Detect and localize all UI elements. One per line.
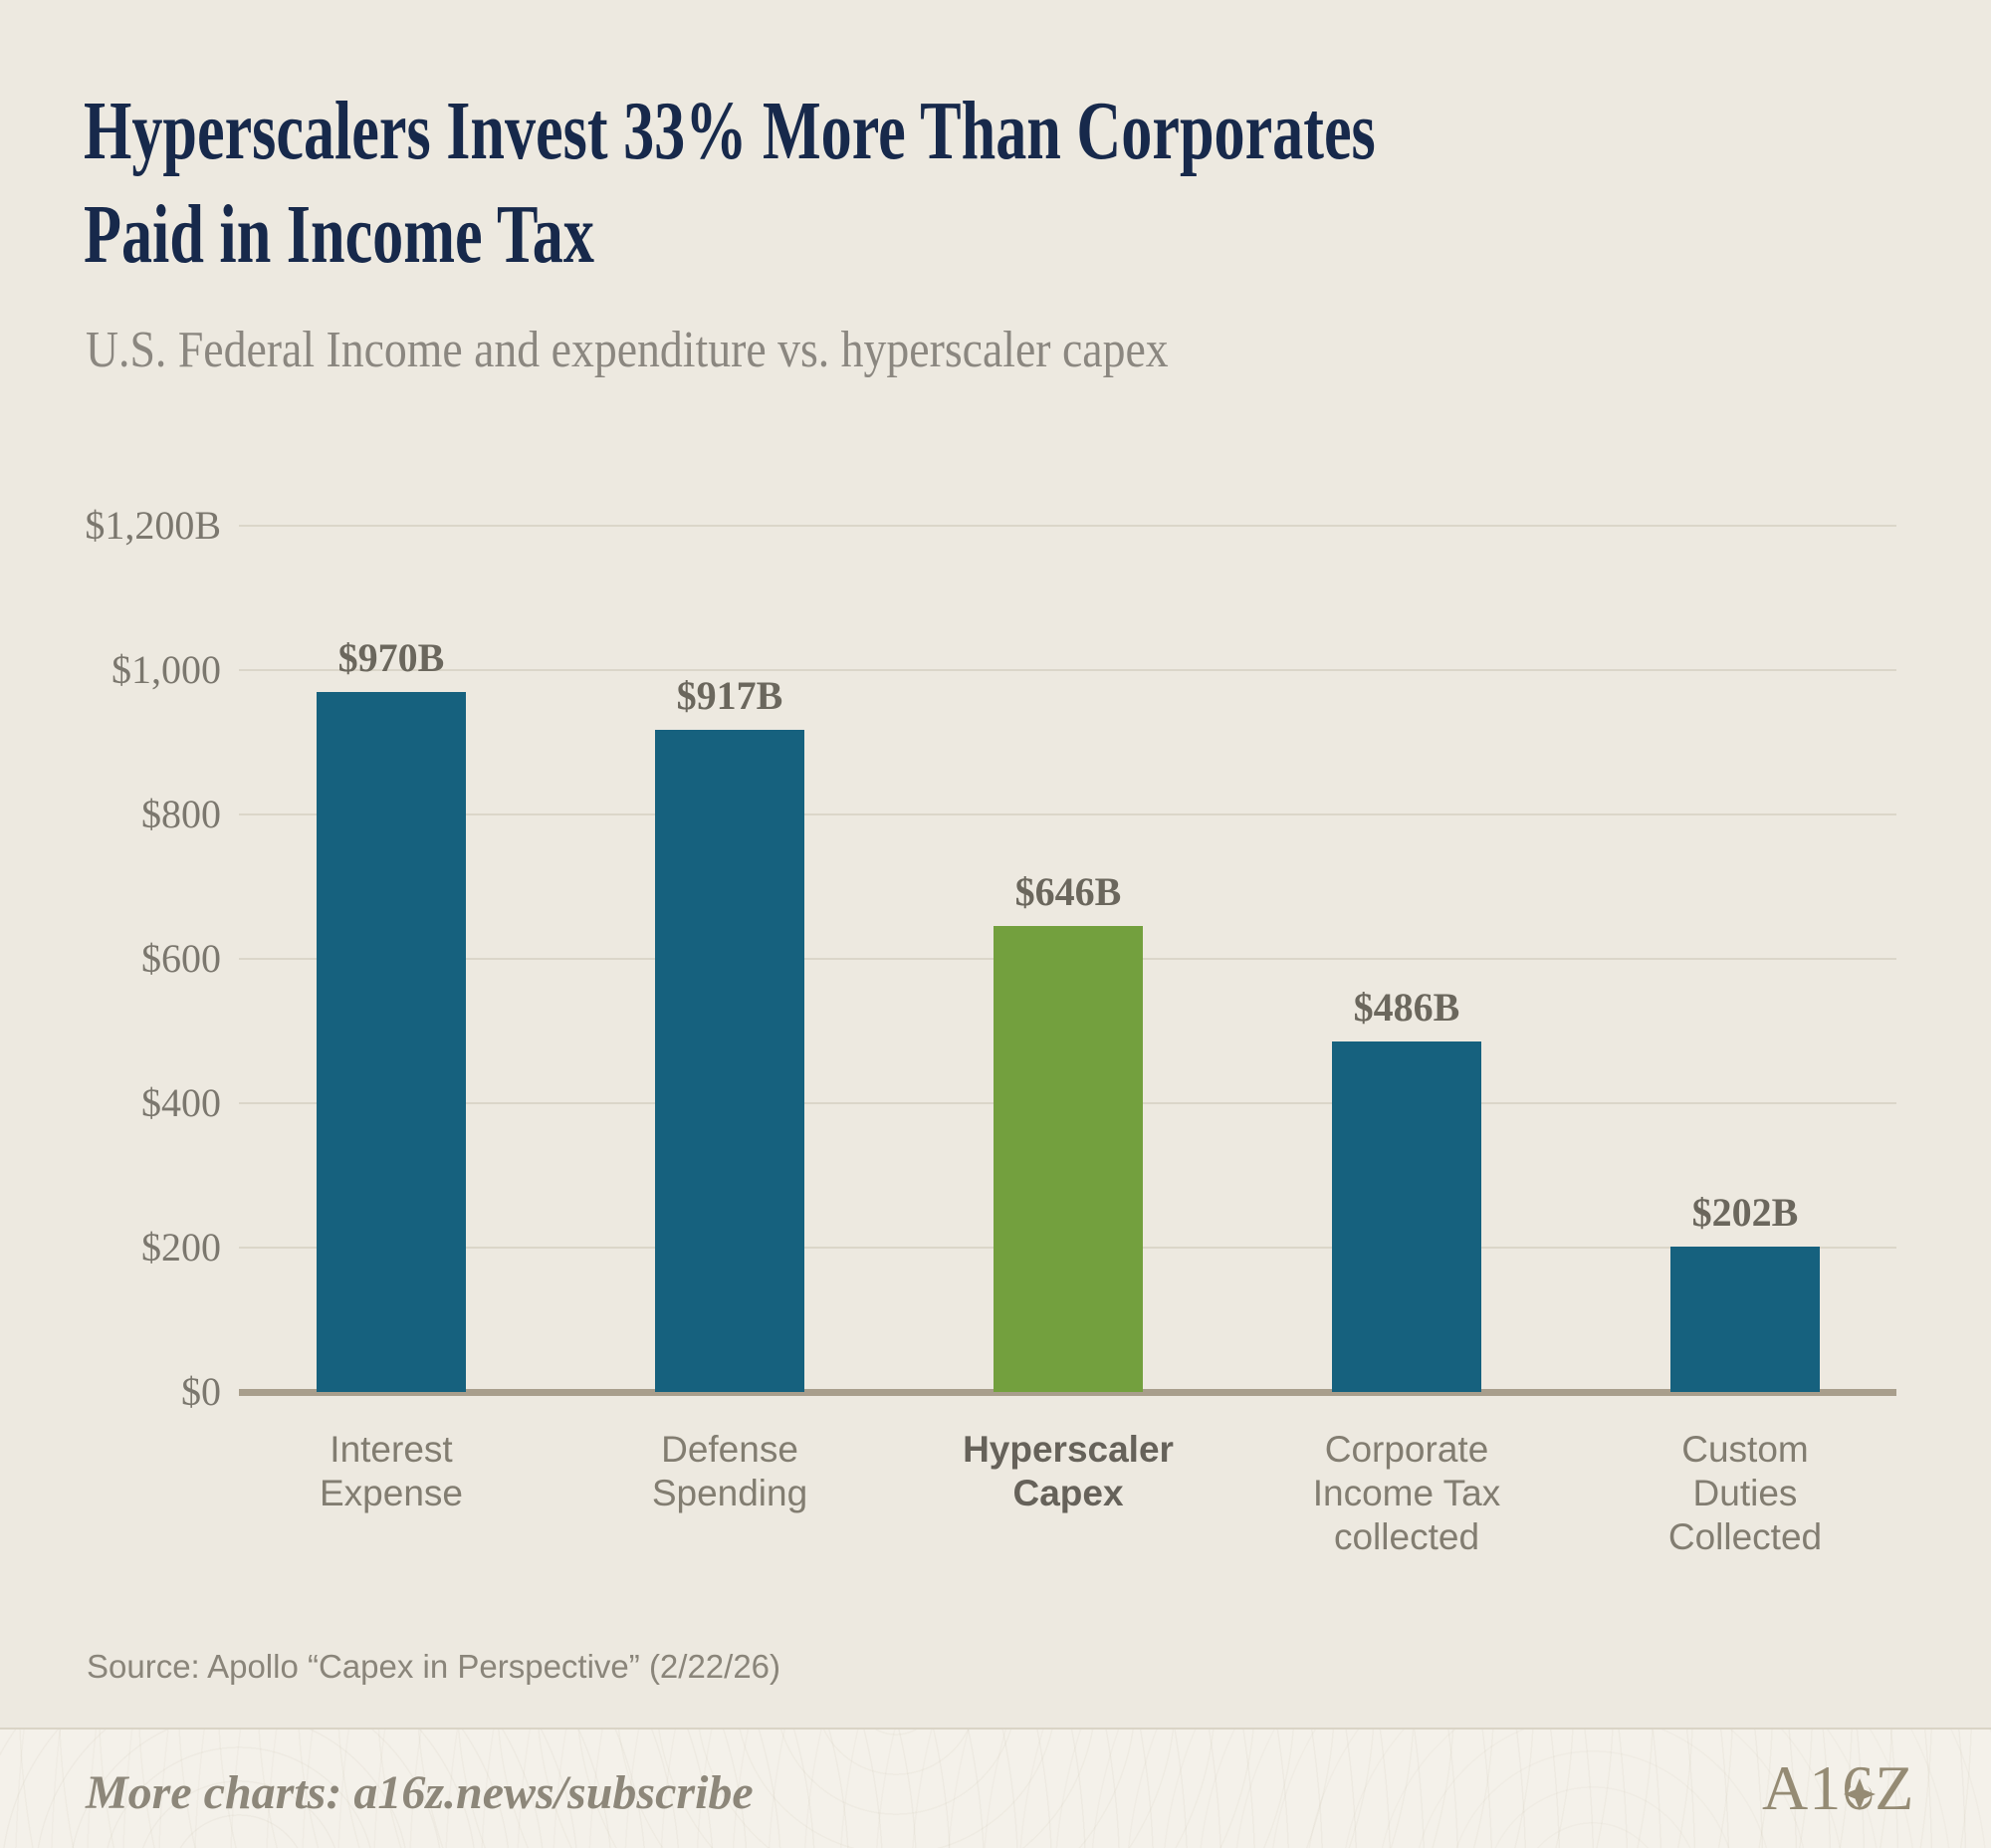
chart-subtitle: U.S. Federal Income and expenditure vs. … bbox=[86, 322, 1169, 378]
bar-value-label: $486B bbox=[1353, 984, 1460, 1030]
a16z-logo-graphic: A16Z bbox=[1762, 1752, 1914, 1823]
x-axis-label-defense-spending: Defense Spending bbox=[551, 1428, 909, 1515]
bar-corporate-income-tax-collected bbox=[1332, 1040, 1481, 1392]
x-axis-label-line: Defense bbox=[661, 1429, 798, 1470]
bar-custom-duties-collected bbox=[1670, 1246, 1820, 1392]
y-tick-label: $1,000 bbox=[111, 647, 221, 692]
chart-title-line2: Paid in Income Tax bbox=[84, 188, 594, 282]
x-axis-label-line: Interest bbox=[330, 1429, 453, 1470]
y-tick-label: $600 bbox=[141, 936, 221, 981]
a16z-logo-text: A16Z bbox=[1762, 1755, 1914, 1823]
x-axis-label-interest-expense: Interest Expense bbox=[212, 1428, 570, 1515]
x-axis-label-hyperscaler-capex: Hyperscaler Capex bbox=[889, 1428, 1247, 1515]
source-attribution: Source: Apollo “Capex in Perspective” (2… bbox=[87, 1648, 781, 1685]
footer-subscribe-text: More charts: a16z.news/subscribe bbox=[86, 1766, 754, 1819]
chart-title-line1: Hyperscalers Invest 33% More Than Corpor… bbox=[84, 85, 1376, 177]
gridline bbox=[239, 813, 1896, 815]
x-axis-label-line: Expense bbox=[320, 1473, 463, 1513]
bar-value-label: $646B bbox=[1014, 868, 1122, 914]
bar-defense-spending bbox=[655, 730, 804, 1392]
chart-title: Hyperscalers Invest 33% More Than Corpor… bbox=[84, 80, 1376, 287]
gridline bbox=[239, 669, 1896, 671]
y-tick-label: $400 bbox=[141, 1080, 221, 1125]
y-tick-label: $800 bbox=[141, 792, 221, 836]
x-axis-label-line: Income Tax bbox=[1312, 1473, 1501, 1513]
x-axis-baseline bbox=[239, 1389, 1896, 1396]
bar-value-label: $202B bbox=[1691, 1189, 1799, 1235]
x-axis-label-line: Capex bbox=[1012, 1473, 1124, 1513]
x-axis-label-line: Collected bbox=[1667, 1516, 1823, 1557]
bar-hyperscaler-capex bbox=[994, 925, 1143, 1392]
bar-value-label: $917B bbox=[676, 673, 783, 719]
x-axis-label-line: Corporate bbox=[1324, 1429, 1489, 1470]
y-tick-label: $1,200B bbox=[85, 503, 221, 548]
y-tick-label: $200 bbox=[141, 1225, 221, 1270]
x-axis-label-corporate-income-tax-collected: Corporate Income Tax collected bbox=[1227, 1428, 1586, 1559]
gridline bbox=[239, 525, 1896, 527]
bar-interest-expense bbox=[317, 691, 466, 1392]
x-axis-label-line: Hyperscaler bbox=[963, 1429, 1174, 1470]
a16z-logo: A16Z bbox=[1762, 1752, 1921, 1830]
bar-value-label: $970B bbox=[337, 634, 445, 680]
footer-band: More charts: a16z.news/subscribe A16Z bbox=[0, 1728, 1991, 1848]
x-axis-label-line: collected bbox=[1333, 1516, 1480, 1557]
x-axis-label-line: Spending bbox=[651, 1473, 808, 1513]
x-axis-label-custom-duties-collected: Custom Duties Collected bbox=[1566, 1428, 1924, 1559]
logo-star-icon bbox=[1844, 1778, 1876, 1810]
x-axis-label-line: Custom bbox=[1681, 1429, 1809, 1470]
x-axis-label-line: Duties bbox=[1692, 1473, 1798, 1513]
y-tick-label: $0 bbox=[181, 1369, 221, 1414]
